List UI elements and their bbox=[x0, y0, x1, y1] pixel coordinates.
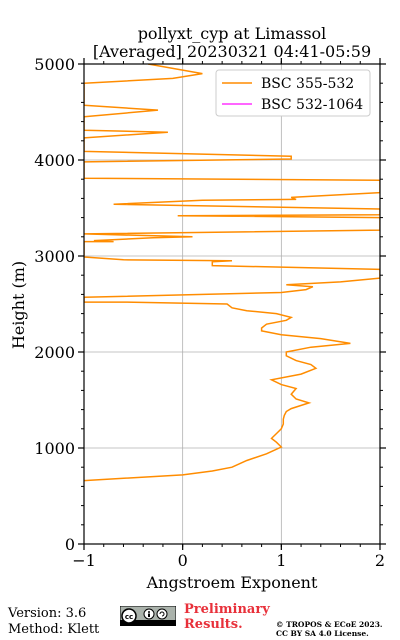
legend-label-bsc-532-1064: BSC 532-1064 bbox=[261, 97, 363, 113]
x-tick-label: −1 bbox=[72, 551, 96, 570]
angstroem-chart: pollyxt_cyp at Limassol [Averaged] 20230… bbox=[9, 24, 386, 592]
y-tick-label: 0 bbox=[65, 535, 75, 554]
plot-area bbox=[84, 64, 380, 482]
preliminary-line-2: Results. bbox=[184, 617, 243, 632]
y-tick-label: 1000 bbox=[34, 439, 75, 458]
svg-text:cc: cc bbox=[125, 613, 133, 621]
chart-title: pollyxt_cyp at Limassol bbox=[138, 24, 327, 43]
y-axis-label: Height (m) bbox=[9, 261, 28, 349]
copyright-text: © TROPOS & ECoE 2023. CC BY SA 4.0 Licen… bbox=[276, 620, 383, 638]
copyright-line-1: © TROPOS & ECoE 2023. bbox=[276, 620, 383, 629]
y-tick-label: 4000 bbox=[34, 151, 75, 170]
x-tick-label: 1 bbox=[276, 551, 286, 570]
legend-label-bsc-355-532: BSC 355-532 bbox=[261, 76, 354, 92]
legend: BSC 355-532 BSC 532-1064 bbox=[215, 69, 371, 117]
copyright-line-2: CC BY SA 4.0 License. bbox=[276, 629, 369, 638]
x-tick-label: 2 bbox=[375, 551, 385, 570]
chart-subtitle: [Averaged] 20230321 04:41-05:59 bbox=[93, 42, 371, 61]
grid-lines bbox=[83, 63, 381, 545]
method-text: Method: Klett bbox=[8, 622, 100, 637]
preliminary-line-1: Preliminary bbox=[184, 602, 270, 617]
preliminary-results-text: Preliminary Results. bbox=[184, 602, 270, 632]
axes-frame bbox=[83, 63, 381, 545]
x-axis-label: Angstroem Exponent bbox=[146, 573, 318, 592]
y-tick-label: 2000 bbox=[34, 343, 75, 362]
series-line-0 bbox=[84, 64, 380, 482]
y-tick-label: 5000 bbox=[34, 55, 75, 74]
x-tick-label: 0 bbox=[178, 551, 188, 570]
cc-by-sa-icon: cc bbox=[120, 606, 176, 626]
y-tick-label: 3000 bbox=[34, 247, 75, 266]
legend-box bbox=[215, 69, 371, 117]
version-text: Version: 3.6 bbox=[8, 606, 87, 621]
axes bbox=[83, 63, 381, 545]
